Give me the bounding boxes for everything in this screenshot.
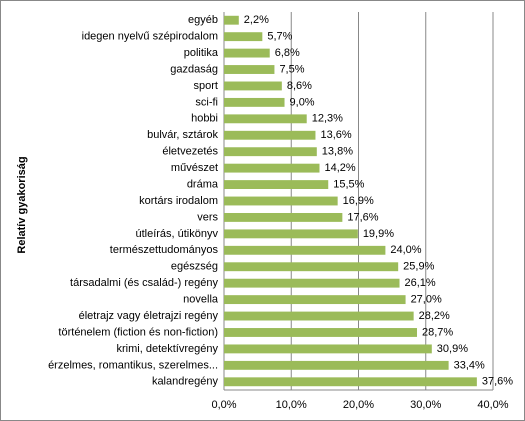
- bar: [224, 328, 418, 337]
- bar: [224, 311, 414, 321]
- bar: [224, 212, 343, 222]
- y-tick-label: történelem (fiction és non-fiction): [58, 326, 218, 338]
- y-tick-label: érzelmes, romantikus, szerelmes...: [48, 359, 218, 371]
- bar: [224, 180, 329, 190]
- y-tick-label: egészség: [171, 261, 218, 273]
- value-label: 2,2%: [244, 14, 269, 26]
- y-tick-label: egyéb: [188, 14, 218, 26]
- value-label: 24,0%: [390, 244, 421, 256]
- bar: [224, 65, 275, 74]
- bar: [224, 360, 449, 370]
- value-label: 26,1%: [405, 277, 436, 289]
- y-tick-label: gazdaság: [170, 63, 218, 75]
- bar: [224, 377, 477, 387]
- value-label: 8,6%: [287, 80, 312, 92]
- value-label: 9,0%: [290, 96, 315, 108]
- y-tick-label: krimi, detektívregény: [117, 343, 219, 355]
- value-label: 14,2%: [324, 162, 355, 174]
- value-label: 19,9%: [363, 228, 394, 240]
- bar: [224, 32, 263, 42]
- y-tick-label: idegen nyelvű szépirodalom: [82, 31, 218, 43]
- value-label: 16,9%: [343, 195, 374, 207]
- y-tick-label: sci-fi: [195, 96, 218, 108]
- value-label: 13,8%: [322, 146, 353, 158]
- bar: [224, 130, 316, 140]
- bar: [224, 245, 386, 255]
- y-tick-label: novella: [183, 294, 219, 306]
- value-label: 28,7%: [422, 326, 453, 338]
- bar: [224, 147, 317, 157]
- y-tick-label: kalandregény: [152, 376, 219, 388]
- value-label: 33,4%: [454, 359, 485, 371]
- bar: [224, 97, 285, 107]
- y-tick-label: hobbi: [191, 113, 218, 125]
- bar: [224, 48, 270, 58]
- x-tick-label: 0,0%: [211, 399, 236, 411]
- bar: [224, 196, 338, 206]
- bar: [224, 15, 239, 25]
- value-label: 17,6%: [347, 211, 378, 223]
- bar: [224, 229, 358, 239]
- value-label: 15,5%: [333, 178, 364, 190]
- y-axis-label: Relatív gyakoriság: [16, 156, 28, 253]
- value-label: 28,2%: [419, 310, 450, 322]
- y-tick-label: életrajz vagy életrajzi regény: [79, 310, 219, 322]
- value-label: 13,6%: [320, 129, 351, 141]
- x-tick-label: 10,0%: [276, 399, 307, 411]
- y-tick-label: művészet: [171, 162, 218, 174]
- y-tick-label: politika: [184, 47, 219, 59]
- bar: [224, 81, 282, 91]
- bar: [224, 278, 400, 288]
- y-tick-label: életvezetés: [162, 146, 218, 158]
- y-tick-label: útleírás, útikönyv: [135, 228, 218, 240]
- bar: [224, 295, 406, 305]
- bar: [224, 344, 432, 354]
- value-label: 25,9%: [403, 261, 434, 273]
- y-tick-label: társadalmi (és család-) regény: [70, 277, 218, 289]
- x-tick-label: 40,0%: [477, 399, 508, 411]
- y-tick-label: természettudományos: [110, 244, 219, 256]
- x-tick-label: 20,0%: [343, 399, 374, 411]
- y-tick-label: kortárs irodalom: [139, 195, 218, 207]
- bar: [224, 163, 320, 173]
- y-tick-label: vers: [197, 211, 218, 223]
- value-label: 30,9%: [437, 343, 468, 355]
- value-label: 12,3%: [312, 113, 343, 125]
- bar: [224, 262, 399, 272]
- value-label: 27,0%: [411, 294, 442, 306]
- x-tick-label: 30,0%: [410, 399, 441, 411]
- value-label: 5,7%: [267, 31, 292, 43]
- bar: [224, 114, 307, 124]
- value-label: 6,8%: [275, 47, 300, 59]
- y-tick-label: dráma: [187, 178, 219, 190]
- value-label: 37,6%: [482, 376, 513, 388]
- y-tick-label: sport: [194, 80, 218, 92]
- y-tick-label: bulvár, sztárok: [147, 129, 218, 141]
- value-label: 7,5%: [279, 63, 304, 75]
